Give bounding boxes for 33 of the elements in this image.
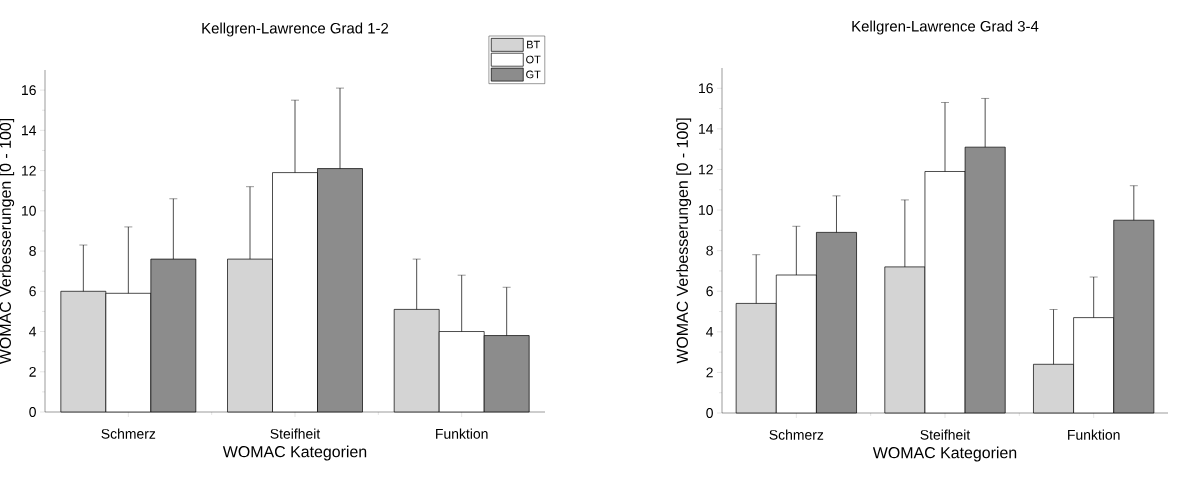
x-tick-label: Steifheit bbox=[270, 428, 321, 439]
x-axis-title: WOMAC Kategorien bbox=[872, 446, 1017, 462]
chart-title: Kellgren-Lawrence Grad 1-2 bbox=[202, 22, 389, 37]
y-tick-label: 2 bbox=[706, 367, 713, 378]
y-tick-label: 6 bbox=[29, 286, 36, 297]
y-tick-label: 12 bbox=[22, 165, 36, 176]
x-tick-label: Schmerz bbox=[101, 428, 156, 439]
y-tick-label: 4 bbox=[29, 326, 37, 337]
chart-title: Kellgren-Lawrence Grad 3-4 bbox=[852, 20, 1039, 35]
y-tick-label: 12 bbox=[699, 164, 713, 175]
y-tick-label: 0 bbox=[706, 408, 713, 418]
y-tick-label: 8 bbox=[706, 245, 713, 256]
y-tick-label: 10 bbox=[22, 205, 36, 216]
y-tick-label: 14 bbox=[22, 125, 37, 136]
y-tick-label: 0 bbox=[29, 407, 36, 417]
x-tick-label: Funktion bbox=[1068, 429, 1120, 440]
y-tick-label: 8 bbox=[29, 246, 36, 256]
y-tick-label: 2 bbox=[29, 366, 36, 377]
x-tick-label: Steifheit bbox=[920, 429, 971, 440]
y-axis-title: WOMAC Verbesserungen [0 - 100] bbox=[676, 118, 692, 364]
x-axis-title: WOMAC Kategorien bbox=[222, 445, 367, 461]
legend-label: BT bbox=[527, 40, 540, 49]
y-tick-label: 16 bbox=[699, 83, 713, 94]
x-tick-label: Schmerz bbox=[769, 429, 824, 440]
x-tick-label: Funktion bbox=[436, 428, 488, 439]
y-tick-label: 14 bbox=[699, 124, 714, 134]
y-axis-title: WOMAC Verbesserungen [0 - 100] bbox=[0, 119, 15, 365]
y-tick-label: 10 bbox=[699, 205, 713, 215]
legend-label: OT bbox=[526, 55, 541, 64]
y-tick-label: 6 bbox=[706, 286, 713, 297]
y-tick-label: 16 bbox=[22, 85, 36, 96]
y-tick-label: 4 bbox=[706, 327, 714, 337]
legend-label: GT bbox=[526, 70, 541, 79]
